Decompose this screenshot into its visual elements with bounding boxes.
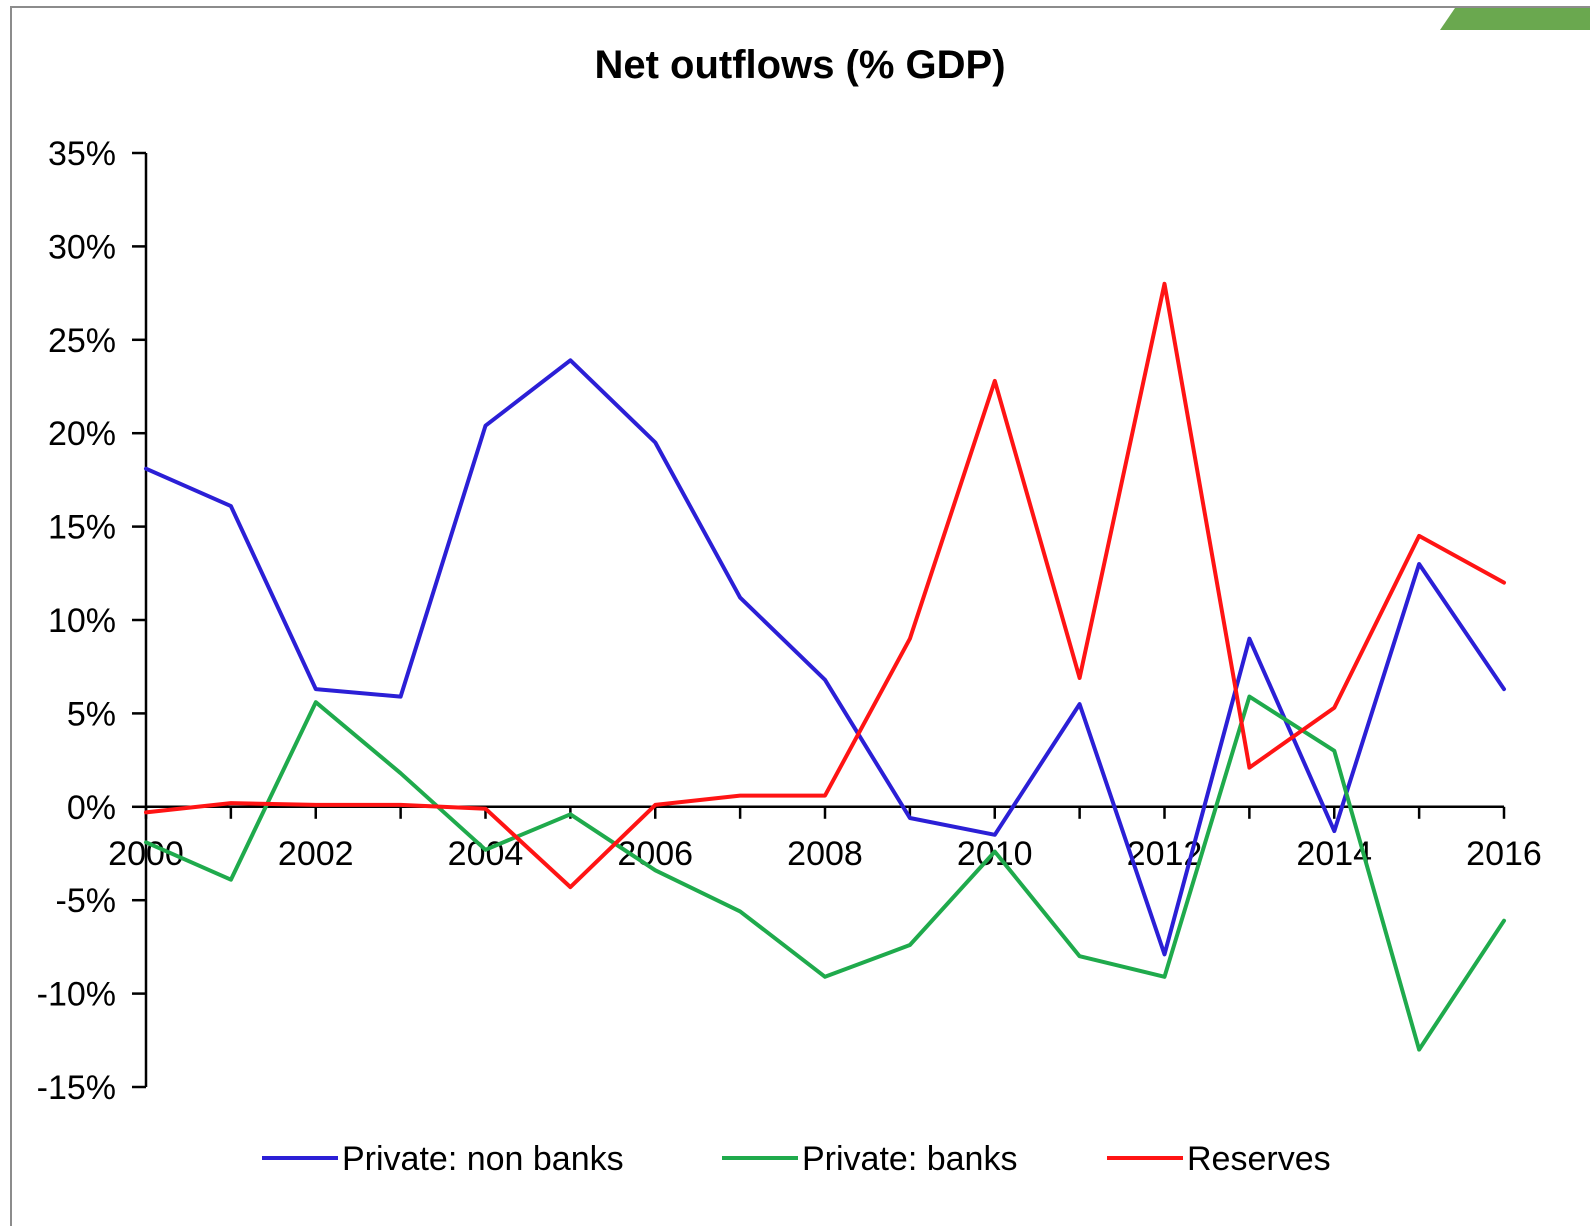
y-tick-label: 30% (48, 228, 116, 266)
series-layer (144, 281, 1506, 1052)
legend-label-3: Reserves (1187, 1140, 1331, 1178)
series-line-2 (144, 694, 1506, 1052)
y-tick-label: 0% (67, 789, 116, 827)
x-tick-label: 2008 (787, 835, 863, 873)
y-tick-label: 5% (67, 695, 116, 733)
legend-label-1: Private: non banks (342, 1140, 624, 1178)
chart-legend: Private: non banks Private: banks Reserves (262, 1140, 1331, 1178)
chart-axes: 35%30%25%20%15%10%5%0%-5%-10%-15%2000 200… (37, 135, 1542, 1107)
corner-tab (1440, 8, 1590, 30)
y-tick-label: -10% (37, 976, 116, 1014)
y-tick-label: 15% (48, 509, 116, 547)
x-tick-label: 2002 (278, 835, 354, 873)
chart-title: Net outflows (% GDP) (594, 43, 1005, 87)
y-tick-label: 35% (48, 135, 116, 173)
legend-label-2: Private: banks (802, 1140, 1017, 1178)
series-line-3 (144, 281, 1506, 890)
y-tick-label: 10% (48, 602, 116, 640)
x-tick-label: 2016 (1466, 835, 1542, 873)
series-line-1 (144, 358, 1506, 957)
y-tick-label: -15% (37, 1069, 116, 1107)
y-tick-label: 20% (48, 415, 116, 453)
y-tick-label: -5% (56, 882, 116, 920)
chart-frame (10, 6, 1590, 1226)
y-tick-label: 25% (48, 322, 116, 360)
